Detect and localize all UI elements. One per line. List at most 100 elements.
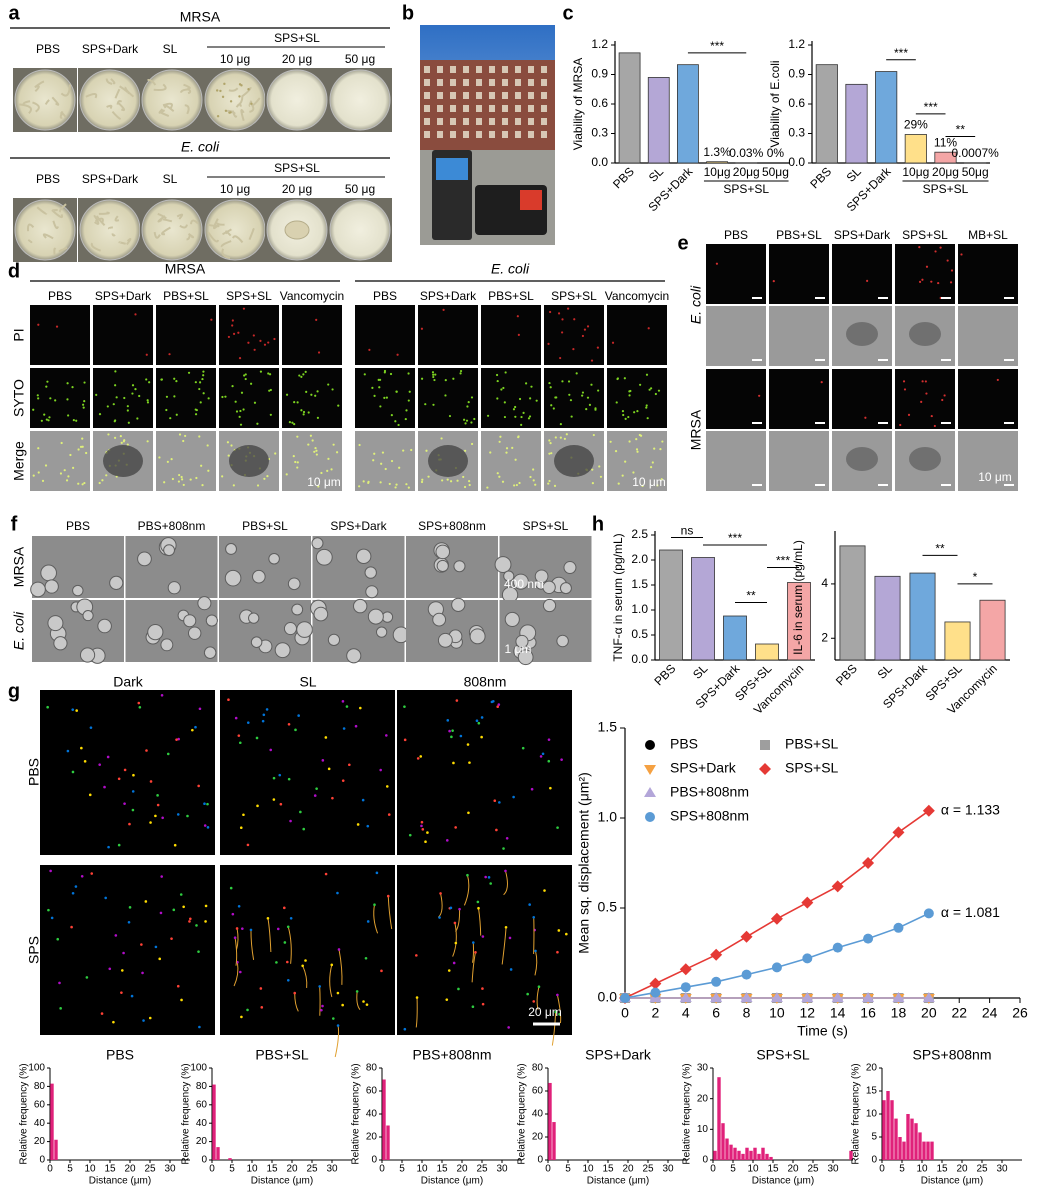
- cell-dot: [654, 392, 657, 396]
- y-tick-label: 60: [196, 1099, 208, 1110]
- cell-dot: [250, 636, 263, 648]
- cell-dot: [114, 384, 117, 387]
- cell-dot: [244, 373, 247, 376]
- particle: [496, 705, 500, 709]
- chart-title: SPS+808nm: [913, 1047, 992, 1063]
- marker: [771, 962, 782, 973]
- colony-streak: [111, 233, 116, 237]
- cell-dot: [181, 478, 184, 481]
- tracking-image: [397, 690, 572, 855]
- cell-dot: [918, 280, 922, 283]
- cell-dot: [433, 378, 436, 382]
- cell-dot: [486, 414, 490, 417]
- cell-dot: [274, 642, 291, 659]
- cell-dot: [518, 397, 522, 401]
- cell-dot: [175, 380, 178, 383]
- cell-dot: [542, 580, 556, 594]
- colony-streak: [187, 233, 195, 239]
- colony-streak: [153, 83, 167, 92]
- cell-dot: [330, 468, 333, 471]
- cell-dot: [302, 410, 306, 414]
- significance-label: *: [973, 570, 978, 584]
- photo-window: [450, 92, 456, 99]
- x-tick-label: 30: [164, 1164, 176, 1175]
- column-label: PBS+808nm: [138, 519, 206, 533]
- row-label: MRSA: [11, 546, 27, 587]
- x-tick-label: 8: [743, 1005, 751, 1021]
- cell-dot: [470, 442, 474, 446]
- colony: [216, 115, 220, 118]
- particle: [547, 738, 551, 741]
- cell-dot: [586, 396, 590, 399]
- marker: [679, 963, 692, 976]
- cell-dot: [268, 552, 280, 565]
- particle: [160, 875, 163, 878]
- histogram-bar: [737, 1150, 741, 1160]
- cell-dot: [646, 417, 649, 420]
- cell-dot: [513, 484, 516, 487]
- cell-dot: [81, 437, 84, 440]
- cell-dot: [425, 449, 428, 452]
- cell-dot: [114, 370, 117, 373]
- particle: [489, 882, 492, 885]
- cell-dot: [252, 334, 255, 337]
- photo-window: [528, 92, 534, 99]
- cell-dot: [939, 246, 942, 249]
- y-axis-label: Relative frequency (%): [682, 1063, 693, 1164]
- marker: [892, 826, 905, 839]
- column-label: SPS+SL: [523, 519, 569, 533]
- y-tick-label: 15: [866, 1086, 878, 1097]
- cell-dot: [432, 403, 435, 406]
- particle: [386, 894, 390, 898]
- row-label: E. coli: [11, 611, 27, 650]
- y-tick-label: 0.6: [788, 96, 805, 110]
- panel-label: f: [11, 513, 18, 535]
- y-axis-label: Viability of E.coli: [768, 60, 782, 147]
- colony-streak: [176, 213, 184, 220]
- bar: [815, 64, 838, 164]
- plate: [14, 199, 76, 261]
- cell-dot: [146, 440, 149, 443]
- particle: [452, 961, 456, 965]
- cell-dot: [943, 394, 946, 397]
- photo-window: [450, 79, 456, 86]
- photo-window: [541, 131, 547, 138]
- cell-dot: [200, 464, 203, 467]
- cell-dot: [586, 325, 590, 328]
- x-tick-label: 18: [891, 1005, 907, 1021]
- particle: [80, 746, 83, 750]
- cell-dot: [638, 433, 641, 437]
- legend-label: PBS+808nm: [670, 784, 749, 800]
- cell-dot: [590, 383, 593, 386]
- marker: [759, 763, 771, 775]
- x-tick-label: 30: [496, 1164, 508, 1175]
- cell-dot: [547, 342, 550, 346]
- bar: [706, 161, 728, 164]
- cell-dot: [407, 372, 410, 375]
- cell-dot: [444, 378, 447, 382]
- cell-dot: [459, 369, 463, 373]
- cell-dot: [902, 380, 906, 383]
- cell-dot: [131, 384, 135, 387]
- particle: [149, 821, 152, 824]
- histogram-bar: [922, 1141, 926, 1160]
- micrograph: [30, 368, 90, 428]
- micrograph: [282, 305, 342, 365]
- bar: [723, 615, 747, 661]
- particle: [231, 912, 235, 916]
- particle: [450, 735, 453, 739]
- bar: [659, 549, 683, 661]
- cell-dot: [864, 416, 867, 419]
- significance-label: ***: [894, 46, 908, 60]
- particle: [75, 709, 79, 712]
- particle: [203, 802, 206, 806]
- micrograph: [219, 368, 279, 428]
- cell-dot: [385, 396, 388, 399]
- cell-dot: [235, 410, 239, 413]
- particle: [532, 915, 536, 919]
- significance-label: ns: [681, 524, 694, 538]
- x-tick-label: 0: [379, 1164, 385, 1175]
- particle: [424, 840, 427, 844]
- particle: [204, 920, 207, 923]
- cell-dot: [381, 451, 385, 454]
